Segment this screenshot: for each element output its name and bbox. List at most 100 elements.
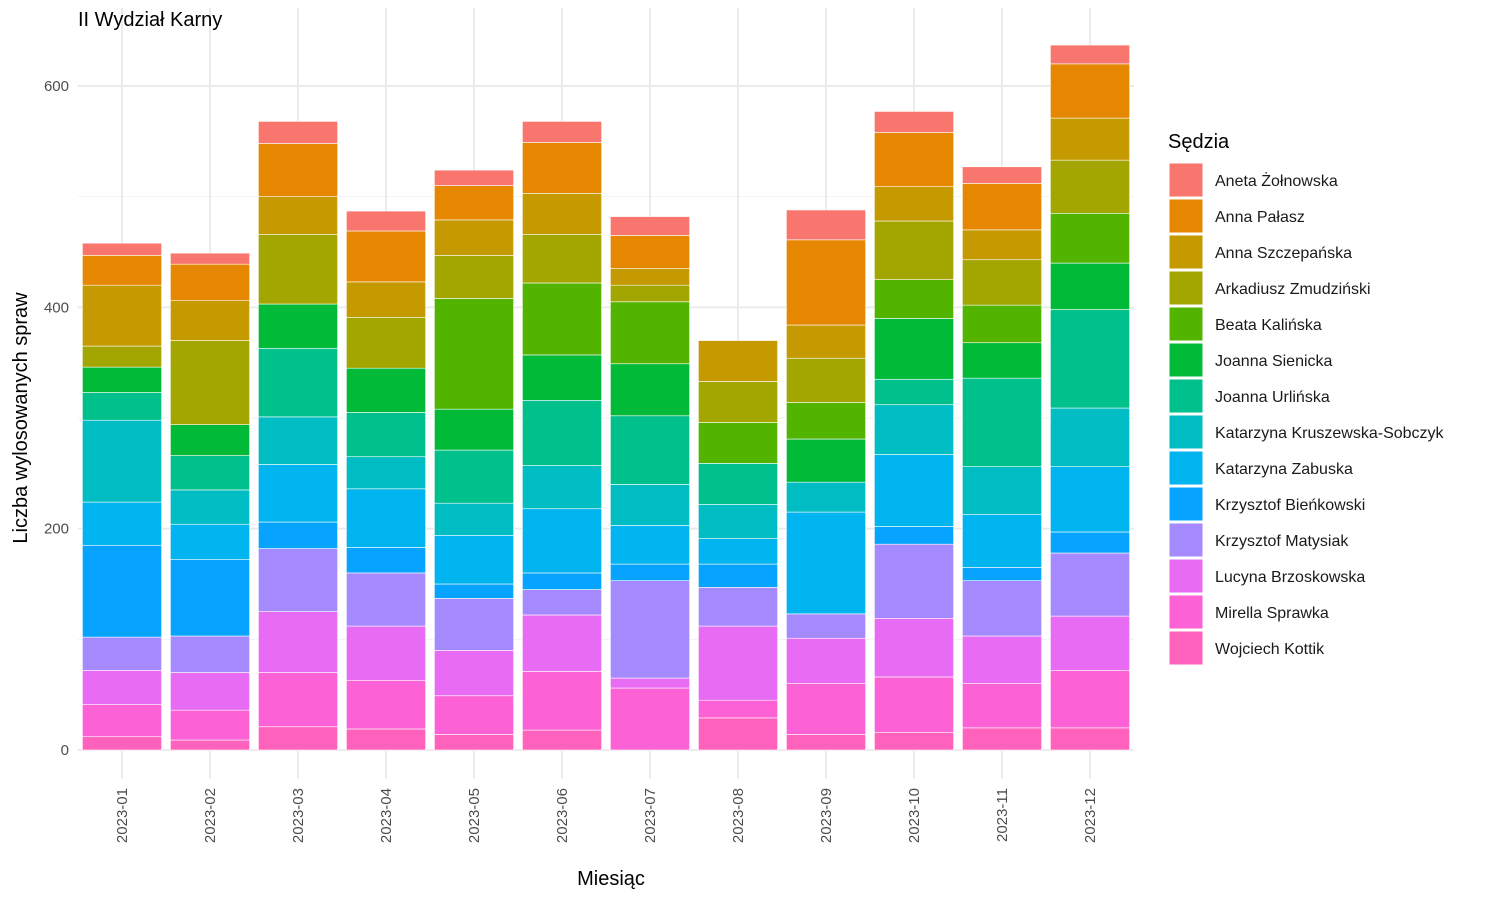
bar-segment — [874, 279, 954, 319]
y-axis-title: Liczba wylosowanych spraw — [10, 292, 32, 544]
bar-segment — [522, 399, 602, 466]
bar-segment — [258, 347, 338, 418]
bar-segment — [962, 342, 1042, 379]
legend-swatch — [1168, 450, 1204, 486]
bar-segment — [874, 526, 954, 545]
bar-segment — [874, 676, 954, 733]
bar-segment — [346, 488, 426, 548]
bar-segment — [698, 381, 778, 423]
bar-segment — [874, 454, 954, 527]
bar-segment — [258, 672, 338, 728]
bar-segment — [1050, 615, 1130, 671]
bar-segment — [962, 377, 1042, 467]
bar-segment — [522, 572, 602, 590]
y-tick-label: 600 — [44, 78, 69, 95]
x-tick-label: 2023-06 — [554, 788, 571, 843]
bar-segment — [522, 121, 602, 143]
bar-segment — [786, 481, 866, 513]
bar-segment — [1050, 466, 1130, 533]
x-tick-label: 2023-04 — [378, 788, 395, 843]
legend-item: Aneta Żołnowska — [1168, 162, 1338, 198]
bar-segment — [258, 464, 338, 523]
bar-segment — [82, 366, 162, 393]
bar-segment — [874, 731, 954, 751]
bar-segment — [346, 547, 426, 574]
bar-segment — [874, 618, 954, 678]
bar-segment — [610, 284, 690, 303]
bar-segment — [874, 378, 954, 406]
bar-segment — [346, 367, 426, 413]
bar-segment — [258, 121, 338, 144]
bar-segment — [434, 169, 514, 186]
bar-segment — [82, 345, 162, 368]
legend-swatch — [1168, 594, 1204, 630]
x-tick-label: 2023-05 — [466, 788, 483, 843]
bar-segment — [610, 525, 690, 565]
bar-segment — [258, 726, 338, 751]
bar-segment — [82, 242, 162, 256]
x-tick-label: 2023-07 — [642, 788, 659, 843]
bar-segment — [610, 580, 690, 679]
bar-segment — [962, 466, 1042, 515]
bar-segment — [346, 210, 426, 232]
legend-swatch — [1168, 342, 1204, 378]
legend-label: Wojciech Kottik — [1215, 641, 1325, 658]
bar-segment — [698, 563, 778, 588]
bar-segment — [786, 209, 866, 241]
bar-segment — [962, 635, 1042, 684]
legend-label: Mirella Sprawka — [1215, 605, 1329, 622]
bar-segment — [82, 736, 162, 751]
legend-label: Arkadiusz Zmudziński — [1215, 281, 1371, 298]
x-tick-label: 2023-10 — [906, 788, 923, 843]
legend-item: Krzysztof Bieńkowski — [1168, 486, 1365, 522]
bar-segment — [698, 463, 778, 505]
bar-segment — [346, 412, 426, 458]
bar-segment — [786, 402, 866, 440]
bar-segment — [82, 419, 162, 503]
bar-segment — [346, 230, 426, 283]
bar-segment — [962, 683, 1042, 729]
bar-segment — [346, 281, 426, 318]
bar-segment — [698, 625, 778, 701]
bar-segment — [346, 316, 426, 369]
legend-label: Krzysztof Matysiak — [1215, 533, 1349, 550]
legend-label: Krzysztof Bieńkowski — [1215, 497, 1365, 514]
x-tick-label: 2023-09 — [818, 788, 835, 843]
bar-segment — [434, 298, 514, 410]
bar-segment — [434, 219, 514, 256]
bar-segment — [522, 233, 602, 284]
legend-item: Mirella Sprawka — [1168, 594, 1329, 630]
bar-segment — [1050, 727, 1130, 751]
bar-segment — [170, 263, 250, 301]
legend-label: Beata Kalińska — [1215, 317, 1322, 334]
bar-segment — [434, 583, 514, 599]
bar-segment — [962, 567, 1042, 581]
x-axis-ticks: 2023-01 2023-02 2023-03 2023-04 2023-05 2023-… — [114, 788, 1099, 843]
bar-segment — [434, 598, 514, 651]
bars — [82, 44, 1130, 751]
legend-swatch — [1168, 414, 1204, 450]
bar-segment — [786, 239, 866, 326]
bar-segment — [698, 587, 778, 627]
bar-segment — [258, 196, 338, 235]
bar-segment — [170, 424, 250, 456]
bar-segment — [82, 284, 162, 347]
legend-swatch — [1168, 378, 1204, 414]
bar-segment — [258, 548, 338, 612]
legend: Sędzia Aneta Żołnowska Anna Pałasz Anna Sz… — [1168, 131, 1445, 666]
bar-segment — [874, 543, 954, 619]
bar-segment — [786, 438, 866, 483]
bar-segment — [874, 220, 954, 280]
bar-segment — [786, 511, 866, 615]
bar-segment — [82, 501, 162, 546]
bar-segment — [522, 465, 602, 510]
bar-segment — [1050, 212, 1130, 264]
legend-swatch — [1168, 630, 1204, 666]
legend-item: Katarzyna Kruszewska-Sobczyk — [1168, 414, 1445, 450]
bar-segment — [434, 695, 514, 735]
legend-swatch — [1168, 558, 1204, 594]
bar-segment — [962, 580, 1042, 637]
bar-segment — [610, 563, 690, 581]
bar-segment — [1050, 159, 1130, 214]
bar-segment — [786, 734, 866, 751]
